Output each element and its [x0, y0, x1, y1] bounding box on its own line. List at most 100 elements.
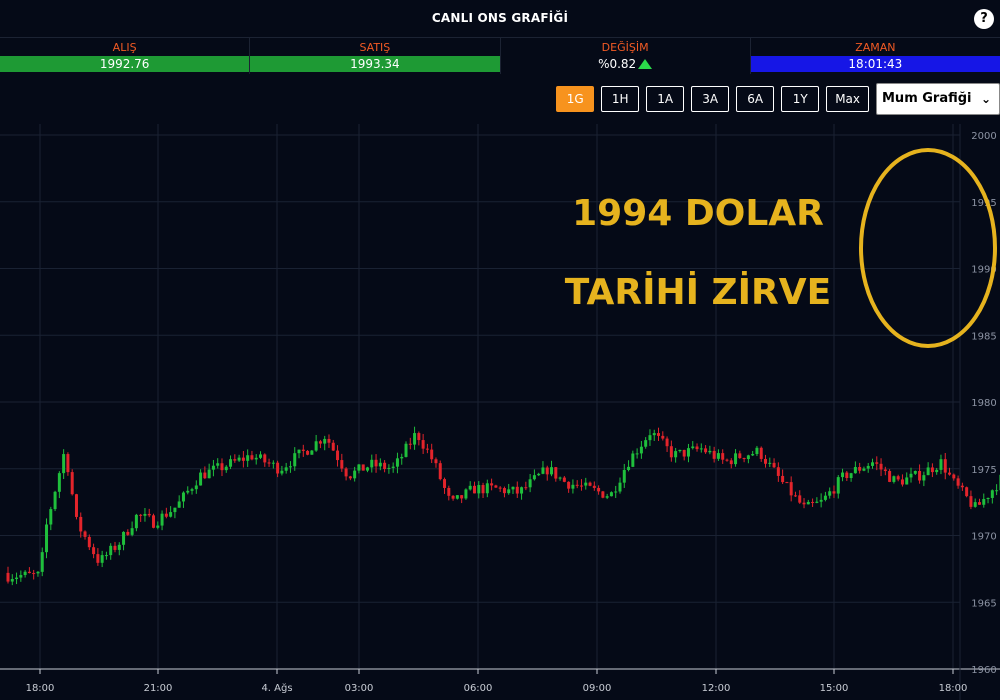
candle-up: [237, 457, 241, 461]
y-tick-label: 1970: [971, 532, 996, 543]
question-mark-icon[interactable]: ?: [974, 9, 994, 29]
candle-up: [143, 513, 147, 516]
candle-up: [10, 579, 14, 582]
candle-up: [400, 456, 404, 459]
candle-up: [378, 462, 382, 467]
y-tick-label: 1995: [971, 198, 996, 209]
candle-up: [648, 435, 652, 441]
candle-down: [601, 491, 605, 498]
candle-down: [567, 481, 571, 489]
candle-up: [173, 507, 177, 513]
candle-up: [122, 531, 126, 545]
candle-down: [494, 485, 498, 488]
candle-up: [609, 492, 613, 497]
candle-down: [344, 468, 348, 477]
range-button-1h[interactable]: 1H: [601, 86, 640, 112]
y-tick-label: 1965: [971, 598, 996, 609]
candle-down: [74, 494, 78, 517]
candle-up: [104, 555, 108, 557]
candle-up: [627, 466, 631, 471]
candle-down: [498, 487, 502, 489]
candle-up: [314, 441, 318, 451]
y-tick-label: 1975: [971, 465, 996, 476]
candle-down: [738, 453, 742, 459]
candle-down: [327, 438, 331, 443]
chart-type-select[interactable]: Mum Grafiği ⌄: [876, 83, 1000, 115]
candle-up: [190, 489, 194, 491]
candle-up: [622, 470, 626, 483]
candle-down: [250, 455, 254, 460]
candle-down: [930, 467, 934, 473]
candle-up: [618, 482, 622, 492]
candle-down: [793, 495, 797, 497]
range-button-6a[interactable]: 6A: [736, 86, 775, 112]
candle-down: [669, 446, 673, 458]
candle-up: [387, 467, 391, 469]
candle-up: [246, 455, 250, 461]
candle-down: [661, 435, 665, 439]
candle-down: [408, 443, 412, 445]
candle-down: [92, 547, 96, 555]
range-button-1g[interactable]: 1G: [556, 86, 595, 112]
stat-alis: ALIŞ 1992.76: [0, 38, 251, 74]
candle-down: [554, 467, 558, 479]
candle-up: [558, 477, 562, 479]
candle-up: [973, 502, 977, 507]
candle-down: [164, 513, 168, 517]
price-chart[interactable]: 1960 1965 1970 1975 1980 1985 1990 1995 2000 18:…: [0, 124, 1000, 700]
candle-up: [160, 513, 164, 526]
range-button-3a[interactable]: 3A: [691, 86, 730, 112]
range-button-1a[interactable]: 1A: [646, 86, 685, 112]
candle-down: [306, 450, 310, 455]
candle-down: [965, 487, 969, 497]
candle-down: [438, 463, 442, 480]
candle-up: [716, 453, 720, 459]
candle-up: [156, 525, 160, 528]
candle-up: [280, 470, 284, 474]
x-tick-label: 4. Ağs: [261, 682, 292, 694]
candle-down: [657, 433, 661, 436]
candle-up: [224, 466, 228, 471]
candle-up: [614, 491, 618, 493]
candle-down: [152, 515, 156, 528]
candle-up: [836, 477, 840, 494]
annotation-line-1: 1994 DOLAR: [572, 193, 824, 234]
candle-down: [695, 446, 699, 450]
x-tick-label: 18:00: [26, 683, 55, 694]
candle-down: [87, 536, 91, 548]
candle-down: [776, 467, 780, 476]
candle-up: [216, 463, 220, 466]
y-tick-label: 1980: [971, 398, 996, 409]
candle-up: [40, 552, 44, 572]
candle-up: [819, 499, 823, 502]
candle-up: [254, 457, 258, 460]
candle-down: [502, 488, 506, 494]
candle-up: [751, 454, 755, 456]
candle-up: [550, 467, 554, 475]
candle-up: [571, 484, 575, 489]
candle-up: [194, 485, 198, 490]
range-button-max[interactable]: Max: [826, 86, 869, 112]
candle-up: [708, 450, 712, 453]
annotation-line-2: TARİHİ ZİRVE: [565, 271, 831, 313]
stat-label: ZAMAN: [855, 41, 896, 54]
candle-down: [374, 459, 378, 467]
candle-down: [126, 531, 130, 535]
candle-up: [284, 467, 288, 471]
candle-down: [83, 531, 87, 537]
candle-up: [541, 467, 545, 474]
title-bar: CANLI ONS GRAFİĞİ ?: [0, 0, 1000, 38]
candle-up: [828, 491, 832, 496]
candle-up: [866, 465, 870, 469]
range-button-1y[interactable]: 1Y: [781, 86, 820, 112]
candle-up: [605, 496, 609, 498]
candle-up: [186, 490, 190, 493]
candle-down: [888, 471, 892, 482]
candle-down: [220, 463, 224, 471]
candle-down: [759, 447, 763, 459]
candle-down: [472, 485, 476, 494]
candle-down: [858, 466, 862, 471]
candle-up: [199, 472, 203, 486]
candle-down: [592, 485, 596, 488]
chart-svg[interactable]: 1960 1965 1970 1975 1980 1985 1990 1995 2000 18:…: [0, 124, 1000, 700]
